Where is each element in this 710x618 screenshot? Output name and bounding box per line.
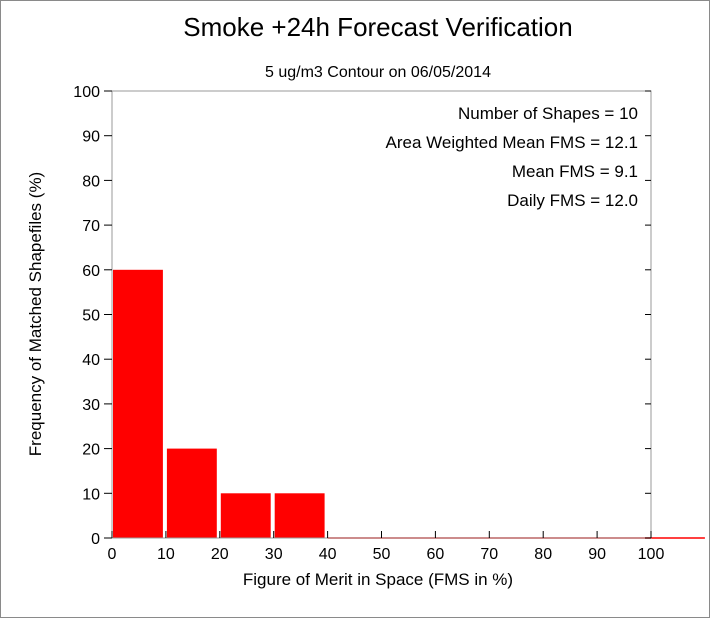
y-tick-label: 10 [82, 486, 100, 503]
y-tick-label: 80 [82, 173, 100, 190]
chart-subtitle: 5 ug/m3 Contour on 06/05/2014 [265, 64, 491, 81]
x-tick-label: 40 [319, 546, 337, 563]
chart-title: Smoke +24h Forecast Verification [183, 12, 572, 42]
statistics-annotations: Number of Shapes = 10 Area Weighted Mean … [386, 104, 638, 210]
statistic-annotation: Mean FMS = 9.1 [512, 162, 638, 181]
y-tick-label: 60 [82, 263, 100, 280]
y-tick-label: 30 [82, 397, 100, 414]
histogram-bar [166, 448, 217, 538]
x-tick-label: 20 [211, 546, 229, 563]
y-tick-label: 20 [82, 442, 100, 459]
x-tick-label: 70 [480, 546, 498, 563]
histogram-bar [274, 493, 325, 538]
axis-ticks-group: 0 10 20 30 40 50 60 70 80 90 100 0 10 20 30 40 50 60 70 80 9… [73, 84, 664, 563]
bars-group [113, 269, 705, 539]
x-tick-label: 10 [157, 546, 175, 563]
y-axis-label: Frequency of Matched Shapefiles (%) [26, 172, 45, 456]
histogram-bar [220, 493, 271, 538]
x-axis-label: Figure of Merit in Space (FMS in %) [243, 570, 513, 589]
histogram-bar [113, 269, 163, 538]
x-tick-label: 90 [588, 546, 606, 563]
y-tick-label: 70 [82, 218, 100, 235]
statistic-annotation: Area Weighted Mean FMS = 12.1 [386, 133, 638, 152]
y-tick-label: 100 [73, 84, 100, 101]
y-tick-label: 40 [82, 352, 100, 369]
x-tick-label: 60 [427, 546, 445, 563]
y-tick-label: 90 [82, 129, 100, 146]
y-tick-label: 0 [91, 531, 100, 548]
statistic-annotation: Number of Shapes = 10 [458, 104, 638, 123]
x-tick-label: 0 [108, 546, 117, 563]
x-tick-label: 100 [638, 546, 665, 563]
x-tick-label: 50 [373, 546, 391, 563]
statistic-annotation: Daily FMS = 12.0 [507, 191, 638, 210]
x-tick-label: 80 [534, 546, 552, 563]
x-tick-label: 30 [265, 546, 283, 563]
y-tick-label: 50 [82, 308, 100, 325]
